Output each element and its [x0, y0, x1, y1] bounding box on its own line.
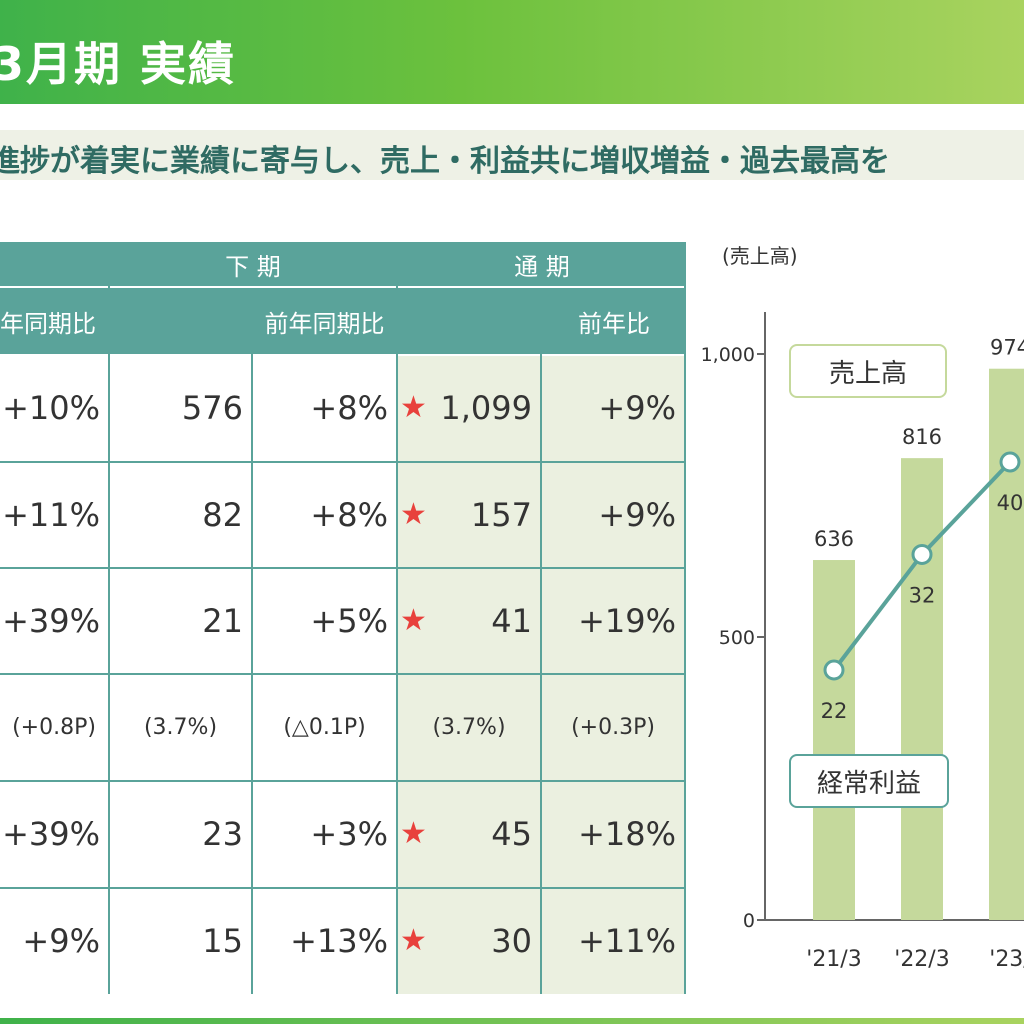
line-value-label: 22	[821, 699, 848, 723]
table-cell-h2-yoy: +5%	[310, 602, 388, 640]
record-star-icon: ★	[400, 603, 427, 638]
header-first-half	[0, 242, 108, 286]
y-tick-label: 500	[719, 627, 755, 649]
header-fy-value	[398, 288, 540, 354]
table-cell-h2: 82	[202, 496, 243, 534]
header-fy-yoy: 前年比	[542, 288, 686, 354]
table-cell-fy: 1,099	[440, 389, 532, 427]
table-cell-h2-yoy: +13%	[290, 922, 388, 960]
table-cell-fy: 41	[491, 602, 532, 640]
header-h2-yoy: 前年同期比	[253, 288, 396, 354]
table-cell-h1-yoy: +10%	[2, 389, 100, 427]
grid-hline	[0, 673, 686, 675]
x-tick-label: '23/	[989, 947, 1024, 972]
line-value-label: 32	[909, 583, 936, 607]
grid-vline	[251, 288, 253, 994]
header-second-half-label: 下 期	[225, 252, 281, 281]
header-full-year: 通 期	[398, 242, 686, 286]
record-star-icon: ★	[400, 816, 427, 851]
table-cell-h2-yoy: +3%	[310, 815, 388, 853]
table-cell-h1-yoy: +11%	[2, 496, 100, 534]
table-cell-h1-yoy: +39%	[2, 602, 100, 640]
subtitle-band: 進捗が着実に業績に寄与し、売上・利益共に増収増益・過去最高を	[0, 130, 1024, 180]
table-cell-h2-yoy: +8%	[310, 496, 388, 534]
line-value-label: 40	[997, 491, 1024, 515]
record-star-icon: ★	[400, 497, 427, 532]
bar-value-label: 636	[814, 527, 854, 551]
table-cell-h2-yoy: +8%	[310, 389, 388, 427]
page-subtitle: 進捗が着実に業績に寄与し、売上・利益共に増収増益・過去最高を	[0, 144, 890, 179]
line-point-ordinary-profit	[999, 451, 1021, 473]
grid-vline	[540, 288, 542, 994]
table-cell-h2: (3.7%)	[143, 714, 218, 740]
table-cell-h1-yoy: +9%	[22, 922, 100, 960]
grid-vline	[396, 242, 398, 994]
bar-value-label: 974	[990, 336, 1024, 360]
table-cell-fy-yoy: +9%	[598, 496, 676, 534]
table-cell-h2: 576	[181, 389, 243, 427]
bottom-band	[0, 1018, 1024, 1024]
bar-sales	[901, 458, 943, 920]
legend-ordinary-profit: 経常利益	[789, 754, 949, 808]
table-cell-fy: 45	[491, 815, 532, 853]
legend-sales-label: 売上高	[828, 358, 907, 389]
table-cell-h2: 15	[202, 922, 243, 960]
bar-sales	[989, 368, 1024, 920]
header-h1-yoy-label: 年同期比	[0, 309, 96, 338]
record-star-icon: ★	[400, 390, 427, 425]
y-tick-label: 0	[743, 910, 755, 932]
x-tick-label: '21/3	[806, 947, 861, 972]
table-cell-h2: 23	[202, 815, 243, 853]
table-cell-fy-yoy: +18%	[578, 815, 676, 853]
table-cell-h1-yoy: (+0.8P)	[12, 714, 96, 740]
table-cell-h2: 21	[202, 602, 243, 640]
header-second-half: 下 期	[110, 242, 396, 286]
table-cell-fy-yoy: +19%	[578, 602, 676, 640]
page-title: 3月期 実績	[0, 37, 237, 91]
grid-vline	[108, 242, 110, 994]
line-point-ordinary-profit	[911, 543, 933, 565]
legend-ordinary-profit-label: 経常利益	[816, 768, 921, 799]
table-cell-fy-yoy: (+0.3P)	[571, 714, 655, 740]
grid-hline	[0, 461, 686, 463]
header-fy-yoy-label: 前年比	[578, 309, 650, 338]
y-axis-title: (売上高)	[722, 244, 798, 268]
table-cell-fy-yoy: +11%	[578, 922, 676, 960]
table-cell-h2-yoy: (△0.1P)	[283, 714, 366, 740]
grid-vline	[684, 242, 686, 994]
grid-hline	[0, 567, 686, 569]
line-point-ordinary-profit	[823, 659, 845, 681]
header-h1-yoy: 年同期比	[0, 288, 108, 354]
y-tick-label: 1,000	[701, 344, 755, 366]
table-cell-fy: 30	[491, 922, 532, 960]
table-cell-h1-yoy: +39%	[2, 815, 100, 853]
table-cell-fy: 157	[470, 496, 532, 534]
record-star-icon: ★	[400, 923, 427, 958]
header-h2-yoy-label: 前年同期比	[264, 309, 385, 338]
bar-sales	[813, 560, 855, 920]
header-band: 3月期 実績	[0, 0, 1024, 104]
legend-sales: 売上高	[789, 344, 947, 398]
header-full-year-label: 通 期	[514, 252, 570, 281]
bar-value-label: 816	[902, 425, 942, 449]
grid-hline	[0, 780, 686, 782]
x-tick-label: '22/3	[894, 947, 949, 972]
header-h2-value	[110, 288, 251, 354]
grid-hline	[0, 887, 686, 889]
table-cell-fy-yoy: +9%	[598, 389, 676, 427]
table-cell-fy: (3.7%)	[432, 714, 506, 740]
